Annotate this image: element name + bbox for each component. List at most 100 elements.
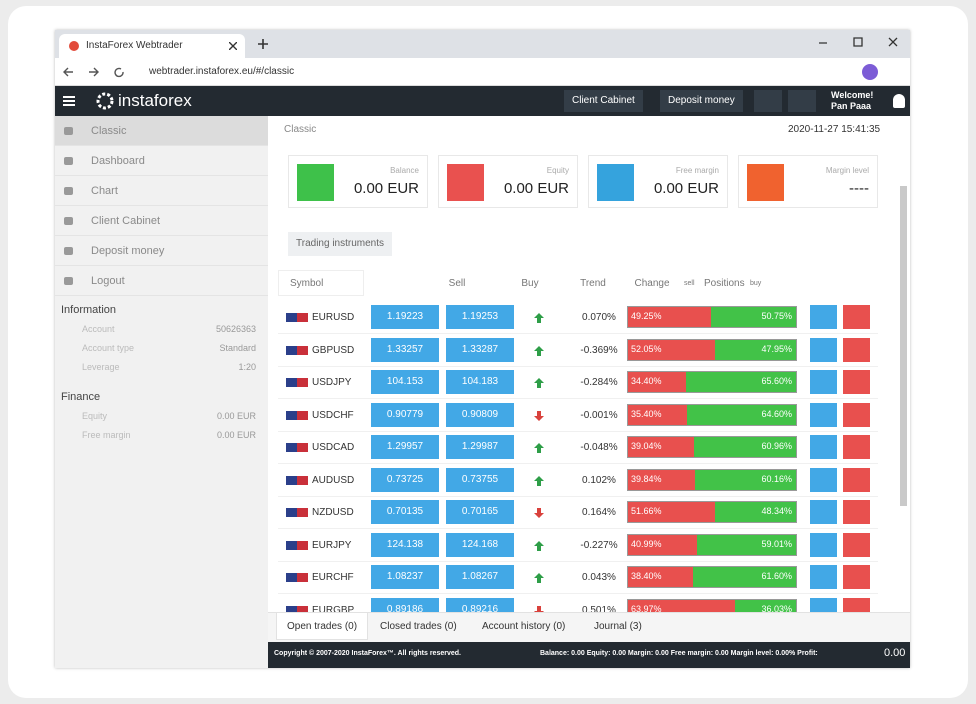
trend-arrow <box>534 378 544 388</box>
chart-button[interactable] <box>810 305 837 329</box>
info-value: 50626363 <box>215 324 256 334</box>
trend-arrow <box>534 540 544 551</box>
sell-price[interactable]: 1.33257 <box>371 337 439 362</box>
buy-pct: 60.96% <box>761 441 792 451</box>
chart-button[interactable] <box>810 500 837 524</box>
sell-price[interactable]: 104.153 <box>371 370 439 394</box>
sell-price[interactable]: 1.08237 <box>371 565 439 589</box>
chart-button[interactable] <box>810 532 837 557</box>
tab[interactable]: Account history (0) <box>482 621 566 632</box>
window-controls[interactable] <box>817 36 902 50</box>
menu-item[interactable]: Deposit money <box>55 236 268 266</box>
tab[interactable]: InstaForex Webtrader <box>59 34 245 58</box>
buy-price[interactable]: 124.168 <box>446 532 514 557</box>
client-cabinet-button[interactable]: Client Cabinet <box>564 90 643 112</box>
sell-price[interactable]: 0.90779 <box>371 402 439 427</box>
url[interactable]: webtrader.instaforex.eu/#/classic <box>149 66 295 77</box>
table-header: Change <box>634 278 670 289</box>
buy-price[interactable]: 1.29987 <box>446 435 514 459</box>
nav-buttons[interactable] <box>63 66 133 78</box>
close-button[interactable] <box>843 467 870 492</box>
change: -0.284% <box>580 377 618 388</box>
sell-price[interactable]: 0.70135 <box>371 500 439 524</box>
table-header: Symbol <box>290 278 324 289</box>
chart-button[interactable] <box>810 565 837 589</box>
account-summary: Balance: 0.00 Equity: 0.00 Margin: 0.00 … <box>540 650 818 657</box>
sell-price[interactable]: 124.138 <box>371 532 439 557</box>
info-label: Equity <box>82 411 108 421</box>
user-icon[interactable] <box>893 94 905 108</box>
sell-pct: 63.97% <box>631 603 662 614</box>
sell-price[interactable]: 1.19223 <box>371 305 439 329</box>
buy-price[interactable]: 104.183 <box>446 370 514 394</box>
chart-button[interactable] <box>810 402 837 427</box>
change: -0.369% <box>580 344 618 356</box>
menu-item[interactable]: Dashboard <box>55 146 268 176</box>
card-value: ---- <box>849 180 869 197</box>
chart-button[interactable] <box>810 370 837 394</box>
table-row: NZDUSD 0.70135 0.70165 0.164% 51.66% 48.34% <box>278 497 878 529</box>
profile-avatar[interactable] <box>862 64 878 80</box>
new-tab[interactable] <box>258 39 268 49</box>
tab-title: InstaForex Webtrader <box>86 40 183 51</box>
datetime: 2020-11-27 15:41:35 <box>788 124 881 135</box>
menu-icon <box>64 217 73 225</box>
symbol-filter[interactable] <box>278 270 364 296</box>
info-value: 1:20 <box>238 362 256 372</box>
menu-item[interactable]: Logout <box>55 266 268 296</box>
flag <box>286 410 308 420</box>
buy-price[interactable]: 0.73755 <box>446 467 514 492</box>
table-header: Positions <box>704 278 745 289</box>
symbol: NZDUSD <box>312 507 354 518</box>
close-button[interactable] <box>843 435 870 459</box>
instruments-button[interactable]: Trading instruments <box>288 232 392 256</box>
positions-bar: 35.40% 64.60% <box>627 403 797 426</box>
card-icon <box>297 164 334 201</box>
sell-share <box>628 404 688 425</box>
flag <box>286 573 308 582</box>
symbol: USDJPY <box>312 377 352 388</box>
menu-item[interactable]: Classic <box>55 116 268 146</box>
sell-price[interactable]: 1.29957 <box>371 435 439 459</box>
card-icon <box>747 164 784 201</box>
menu-icon[interactable] <box>63 96 75 106</box>
tab-close[interactable] <box>229 42 237 50</box>
address-bar: webtrader.instaforex.eu/#/classic <box>55 58 910 86</box>
buy-price[interactable]: 1.33287 <box>446 337 514 362</box>
menu-item[interactable]: Client Cabinet <box>55 206 268 236</box>
chart-button[interactable] <box>810 435 837 459</box>
deposit-button[interactable]: Deposit money <box>660 90 743 112</box>
trend-arrow <box>534 443 544 453</box>
chart-button[interactable] <box>810 337 837 362</box>
close-button[interactable] <box>843 337 870 362</box>
positions-bar: 40.99% 59.01% <box>627 533 797 556</box>
buy-price[interactable]: 1.08267 <box>446 565 514 589</box>
flag <box>286 605 308 615</box>
tab[interactable]: Closed trades (0) <box>380 621 457 632</box>
flag <box>286 378 308 387</box>
buy-price[interactable]: 0.90809 <box>446 402 514 427</box>
close-button[interactable] <box>843 305 870 329</box>
close-button[interactable] <box>843 402 870 427</box>
close-button[interactable] <box>843 532 870 557</box>
trend-arrow <box>534 313 544 323</box>
tab[interactable]: Open trades (0) <box>276 613 369 640</box>
grid-button[interactable] <box>788 90 816 112</box>
table-header: Buy <box>521 278 539 289</box>
user-name: Pan Paaa <box>831 101 872 111</box>
sell-price[interactable]: 0.73725 <box>371 467 439 492</box>
tab[interactable]: Journal (3) <box>594 621 642 632</box>
close-button[interactable] <box>843 565 870 589</box>
bottom-tabs: Open trades (0) Closed trades (0) Account … <box>268 612 910 642</box>
menu-item[interactable]: Chart <box>55 176 268 206</box>
chart-button[interactable] <box>810 467 837 492</box>
buy-price[interactable]: 1.19253 <box>446 305 514 329</box>
sell-pct: 38.40% <box>631 571 662 581</box>
summary-card: Margin level ---- <box>738 155 878 208</box>
change: -0.048% <box>580 442 618 453</box>
buy-price[interactable]: 0.70165 <box>446 500 514 524</box>
close-button[interactable] <box>843 500 870 524</box>
close-button[interactable] <box>843 370 870 394</box>
scrollbar[interactable] <box>900 186 907 506</box>
language-button[interactable] <box>754 90 782 112</box>
